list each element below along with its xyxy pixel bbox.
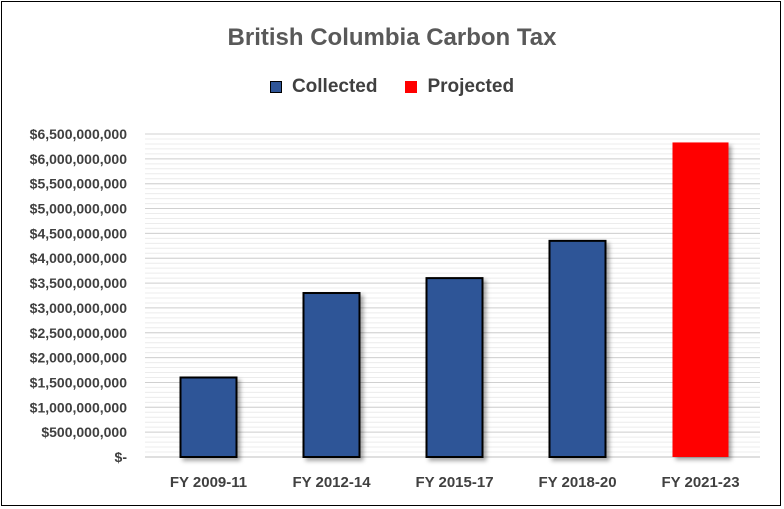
chart-legend: Collected Projected [0, 75, 784, 99]
y-tick-label: $5,500,000,000 [30, 176, 128, 192]
legend-item-projected: Projected [405, 76, 514, 98]
bar-projected [672, 142, 729, 457]
y-tick-label: $6,500,000,000 [30, 126, 128, 142]
legend-swatch-collected [269, 81, 282, 93]
x-tick-label: FY 2018-20 [538, 474, 616, 491]
y-tick-label: $2,500,000,000 [30, 325, 128, 341]
x-tick-label: FY 2021-23 [661, 474, 739, 491]
legend-item-collected: Collected [269, 76, 378, 98]
y-tick-label: $5,000,000,000 [30, 201, 128, 217]
y-tick-label: $500,000,000 [41, 424, 127, 440]
x-tick-label: FY 2009-11 [170, 474, 247, 491]
x-tick-label: FY 2015-17 [415, 474, 493, 491]
y-tick-label: $1,000,000,000 [30, 399, 128, 415]
x-tick-label: FY 2012-14 [292, 474, 371, 491]
legend-label-projected: Projected [427, 76, 515, 97]
y-tick-label: $6,000,000,000 [30, 151, 128, 167]
chart-title: British Columbia Carbon Tax [227, 24, 557, 51]
y-tick-label: $- [115, 449, 128, 465]
y-tick-label: $2,000,000,000 [30, 350, 128, 366]
bar-collected [425, 277, 484, 458]
y-tick-label: $4,000,000,000 [30, 250, 128, 266]
y-tick-label: $3,500,000,000 [30, 275, 128, 291]
legend-swatch-projected [405, 81, 418, 93]
bar-collected [179, 376, 238, 458]
y-tick-label: $4,500,000,000 [30, 225, 128, 241]
legend-label-collected: Collected [291, 76, 378, 97]
y-tick-label: $3,000,000,000 [30, 300, 128, 316]
y-tick-label: $1,500,000,000 [30, 374, 128, 390]
bar-collected [548, 239, 607, 458]
bar-collected [302, 292, 361, 458]
